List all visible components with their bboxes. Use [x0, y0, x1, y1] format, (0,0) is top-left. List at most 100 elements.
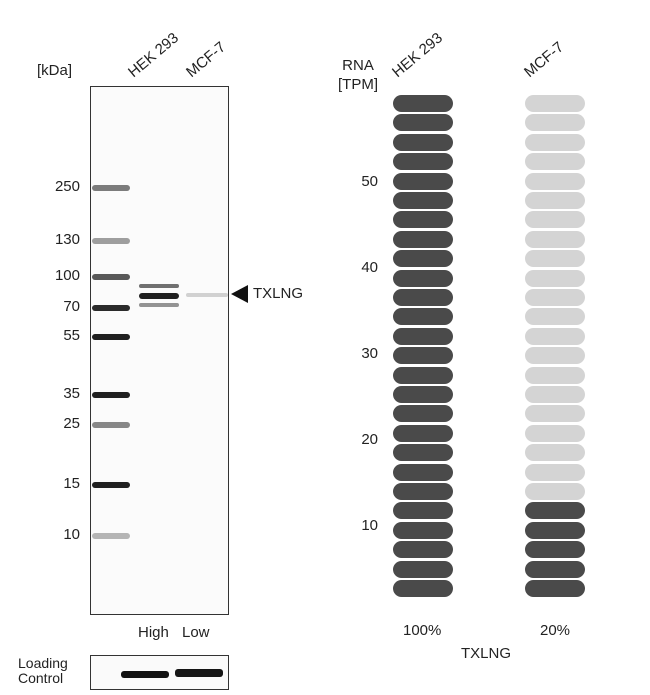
- sample-band-mcf7: [186, 293, 228, 297]
- rna-unit-filled: [393, 366, 453, 384]
- rna-unit-filled: [393, 308, 453, 326]
- rna-unit-empty: [525, 192, 585, 209]
- marker-band: [92, 334, 130, 340]
- percent-label-hek293: 100%: [403, 622, 442, 639]
- marker-label: 130: [54, 231, 80, 248]
- lane-label-mcf7: MCF-7: [183, 38, 230, 81]
- marker-label: 25: [63, 415, 80, 432]
- marker-band: [92, 305, 130, 311]
- rna-tick-label: 40: [361, 259, 378, 276]
- marker-band: [92, 482, 130, 488]
- rna-unit-filled: [393, 192, 453, 209]
- rna-unit-empty: [525, 463, 585, 481]
- rna-unit-filled: [525, 541, 585, 559]
- rna-unit-filled: [393, 463, 453, 481]
- rna-unit-empty: [525, 424, 585, 442]
- marker-label: 55: [63, 327, 80, 344]
- marker-label: 15: [63, 475, 80, 492]
- rna-unit-filled: [393, 230, 453, 248]
- rna-unit-empty: [525, 211, 585, 229]
- rna-unit-empty: [525, 366, 585, 384]
- rna-unit-filled: [393, 483, 453, 500]
- rna-unit-empty: [525, 483, 585, 500]
- rna-unit-filled: [393, 424, 453, 442]
- rna-category-hek293: HEK 293: [389, 29, 446, 81]
- rna-unit-empty: [525, 405, 585, 423]
- marker-band: [92, 185, 130, 191]
- rna-unit-empty: [525, 386, 585, 403]
- rna-unit-filled: [393, 289, 453, 306]
- marker-label: 35: [63, 385, 80, 402]
- rna-unit-empty: [525, 289, 585, 306]
- rna-unit-filled: [393, 327, 453, 345]
- gene-label: TXLNG: [461, 645, 512, 662]
- rna-category-mcf7: MCF-7: [521, 38, 568, 81]
- rna-unit-filled: [393, 541, 453, 559]
- rna-unit-empty: [525, 308, 585, 326]
- rna-unit-filled: [393, 211, 453, 229]
- target-label: TXLNG: [253, 285, 304, 302]
- rna-unit-empty: [525, 114, 585, 132]
- marker-band: [92, 392, 130, 398]
- rna-unit-empty: [525, 444, 585, 462]
- rna-unit-empty: [525, 327, 585, 345]
- rna-unit-filled: [393, 405, 453, 423]
- rna-unit-filled: [393, 114, 453, 132]
- rna-axis-label-line1: RNA: [342, 57, 374, 74]
- rna-unit-filled: [393, 521, 453, 539]
- rna-unit-empty: [525, 153, 585, 171]
- rna-unit-filled: [525, 580, 585, 597]
- rna-tick-label: 50: [361, 173, 378, 190]
- rna-unit-filled: [393, 580, 453, 597]
- western-blot-membrane: [90, 86, 229, 615]
- rna-unit-filled: [393, 133, 453, 151]
- rna-unit-filled: [393, 386, 453, 403]
- sample-band-hek293: [139, 293, 179, 299]
- rna-tick-label: 10: [361, 517, 378, 534]
- sample-band-hek293: [139, 284, 179, 288]
- rna-unit-empty: [525, 269, 585, 287]
- rna-unit-filled: [525, 521, 585, 539]
- rna-unit-empty: [525, 133, 585, 151]
- rna-unit-filled: [393, 172, 453, 190]
- rna-tick-label: 30: [361, 345, 378, 362]
- marker-label: 250: [54, 178, 80, 195]
- sample-band-hek293: [139, 303, 179, 307]
- loading-band-mcf7: [175, 669, 223, 677]
- rna-unit-filled: [393, 502, 453, 520]
- rna-unit-empty: [525, 95, 585, 112]
- rna-unit-empty: [525, 230, 585, 248]
- rna-tick-label: 20: [361, 431, 378, 448]
- rna-unit-filled: [393, 250, 453, 268]
- marker-label: 10: [63, 526, 80, 543]
- marker-label: 100: [54, 267, 80, 284]
- marker-band: [92, 238, 130, 244]
- rna-unit-filled: [393, 347, 453, 365]
- rna-unit-filled: [393, 153, 453, 171]
- rna-axis-label-line2: [TPM]: [338, 76, 378, 93]
- marker-band: [92, 274, 130, 280]
- loading-band-hek293: [121, 671, 169, 678]
- expression-label-high: High: [138, 624, 169, 641]
- rna-unit-filled: [393, 444, 453, 462]
- target-arrow-icon: [231, 285, 248, 303]
- expression-label-low: Low: [182, 624, 210, 641]
- marker-label: 70: [63, 298, 80, 315]
- percent-label-mcf7: 20%: [540, 622, 571, 639]
- rna-unit-empty: [525, 172, 585, 190]
- rna-unit-empty: [525, 250, 585, 268]
- rna-unit-filled: [525, 560, 585, 578]
- lane-label-hek293: HEK 293: [125, 29, 182, 81]
- kda-unit-label: [kDa]: [37, 62, 73, 79]
- rna-unit-filled: [393, 560, 453, 578]
- rna-unit-filled: [393, 95, 453, 112]
- loading-control-label-line2: Control: [18, 670, 64, 686]
- marker-band: [92, 422, 130, 428]
- loading-control-label: Loading Control: [18, 656, 68, 686]
- rna-unit-filled: [393, 269, 453, 287]
- rna-unit-empty: [525, 347, 585, 365]
- rna-axis-label: RNA [TPM]: [338, 56, 378, 94]
- loading-control-label-line1: Loading: [18, 655, 68, 671]
- rna-unit-filled: [525, 502, 585, 520]
